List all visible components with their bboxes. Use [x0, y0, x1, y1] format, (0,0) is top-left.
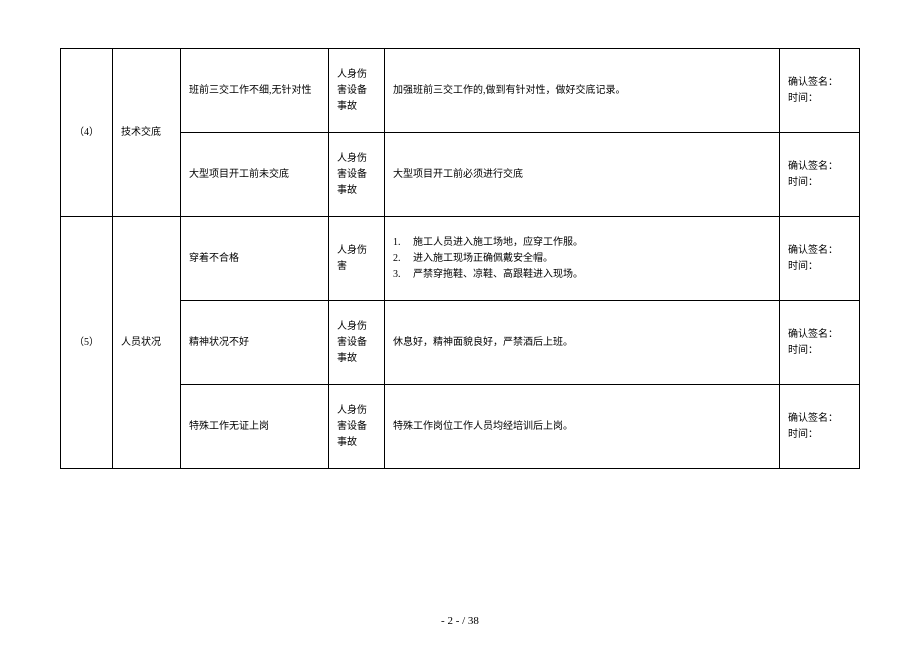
- signature-cell: 确认签名： 时间：: [780, 301, 860, 385]
- list-item-text: 严禁穿拖鞋、凉鞋、高跟鞋进入现场。: [413, 267, 583, 283]
- risk-cell: 人身伤害设备事故: [329, 49, 385, 133]
- table-row: （4） 技术交底 班前三交工作不细,无针对性 人身伤害设备事故 加强班前三交工作…: [61, 49, 860, 133]
- measure-cell: 休息好，精神面貌良好，严禁酒后上班。: [385, 301, 780, 385]
- signature-cell: 确认签名： 时间：: [780, 217, 860, 301]
- sig-line-2: 时间：: [788, 427, 851, 443]
- page-number: - 2 - / 38: [441, 615, 479, 627]
- list-item: 2.进入施工现场正确佩戴安全帽。: [393, 251, 771, 267]
- risk-cell: 人身伤害设备事故: [329, 385, 385, 469]
- sig-line-1: 确认签名：: [788, 159, 851, 175]
- measure-list: 1.施工人员进入施工场地，应穿工作服。 2.进入施工现场正确佩戴安全帽。 3.严…: [393, 235, 771, 283]
- list-item-text: 施工人员进入施工场地，应穿工作服。: [413, 235, 583, 251]
- issue-cell: 班前三交工作不细,无针对性: [181, 49, 329, 133]
- table-row: 特殊工作无证上岗 人身伤害设备事故 特殊工作岗位工作人员均经培训后上岗。 确认签…: [61, 385, 860, 469]
- list-item-text: 进入施工现场正确佩戴安全帽。: [413, 251, 553, 267]
- risk-cell: 人身伤害设备事故: [329, 133, 385, 217]
- issue-cell: 精神状况不好: [181, 301, 329, 385]
- measure-cell: 1.施工人员进入施工场地，应穿工作服。 2.进入施工现场正确佩戴安全帽。 3.严…: [385, 217, 780, 301]
- sig-line-1: 确认签名：: [788, 411, 851, 427]
- issue-cell: 大型项目开工前未交底: [181, 133, 329, 217]
- section-number: （5）: [61, 217, 113, 469]
- sig-line-1: 确认签名：: [788, 327, 851, 343]
- sig-line-2: 时间：: [788, 259, 851, 275]
- signature-cell: 确认签名： 时间：: [780, 385, 860, 469]
- sig-line-2: 时间：: [788, 91, 851, 107]
- sig-line-2: 时间：: [788, 175, 851, 191]
- section-category: 技术交底: [113, 49, 181, 217]
- sig-line-1: 确认签名：: [788, 243, 851, 259]
- sig-line-1: 确认签名：: [788, 75, 851, 91]
- sig-line-2: 时间：: [788, 343, 851, 359]
- signature-cell: 确认签名： 时间：: [780, 49, 860, 133]
- list-item: 3.严禁穿拖鞋、凉鞋、高跟鞋进入现场。: [393, 267, 771, 283]
- safety-table: （4） 技术交底 班前三交工作不细,无针对性 人身伤害设备事故 加强班前三交工作…: [60, 48, 860, 469]
- page-footer: - 2 - / 38: [0, 615, 920, 627]
- issue-cell: 穿着不合格: [181, 217, 329, 301]
- list-item: 1.施工人员进入施工场地，应穿工作服。: [393, 235, 771, 251]
- table-row: 大型项目开工前未交底 人身伤害设备事故 大型项目开工前必须进行交底 确认签名： …: [61, 133, 860, 217]
- section-category: 人员状况: [113, 217, 181, 469]
- section-number: （4）: [61, 49, 113, 217]
- page-container: （4） 技术交底 班前三交工作不细,无针对性 人身伤害设备事故 加强班前三交工作…: [0, 0, 920, 469]
- measure-cell: 加强班前三交工作的,做到有针对性，做好交底记录。: [385, 49, 780, 133]
- measure-cell: 特殊工作岗位工作人员均经培训后上岗。: [385, 385, 780, 469]
- measure-cell: 大型项目开工前必须进行交底: [385, 133, 780, 217]
- risk-cell: 人身伤害设备事故: [329, 301, 385, 385]
- risk-cell: 人身伤害: [329, 217, 385, 301]
- issue-cell: 特殊工作无证上岗: [181, 385, 329, 469]
- table-row: 精神状况不好 人身伤害设备事故 休息好，精神面貌良好，严禁酒后上班。 确认签名：…: [61, 301, 860, 385]
- table-row: （5） 人员状况 穿着不合格 人身伤害 1.施工人员进入施工场地，应穿工作服。 …: [61, 217, 860, 301]
- signature-cell: 确认签名： 时间：: [780, 133, 860, 217]
